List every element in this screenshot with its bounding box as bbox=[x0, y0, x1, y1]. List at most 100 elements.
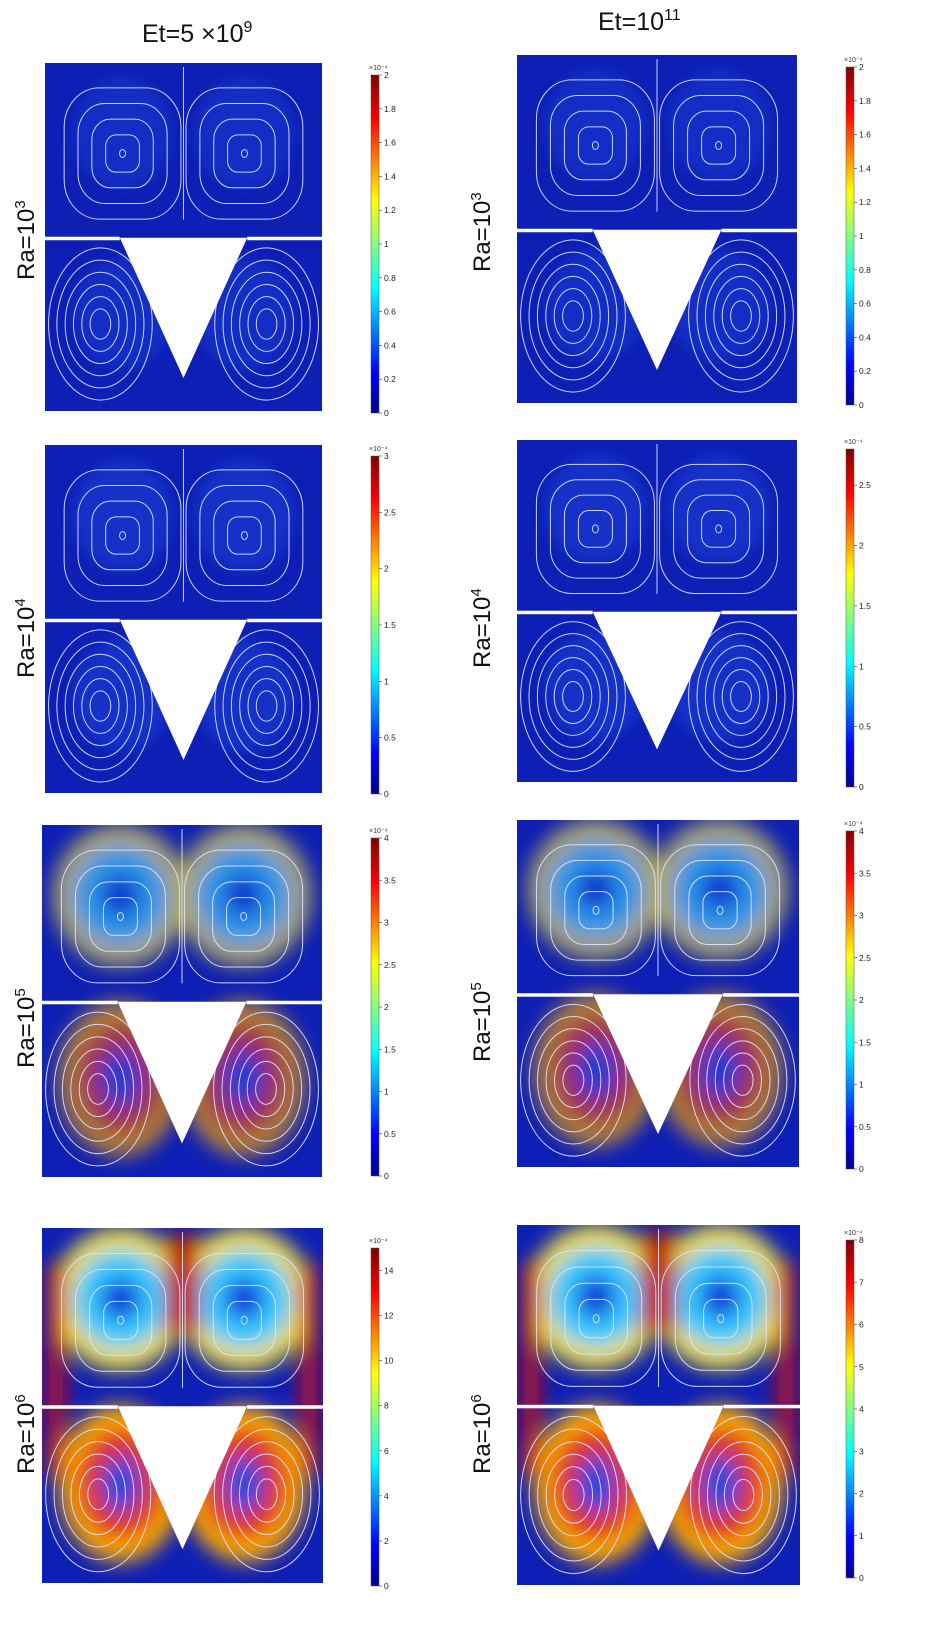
colorbar-tick-label: 8 bbox=[384, 1401, 389, 1411]
streamlines bbox=[45, 1232, 320, 1573]
colorbar-tick-label: 2 bbox=[384, 70, 389, 80]
colorbar-gradient bbox=[370, 455, 380, 795]
right-baffle bbox=[721, 228, 797, 233]
colorbar-tick-label: 2 bbox=[859, 62, 864, 72]
colorbar-tick-label: 3.5 bbox=[859, 868, 871, 878]
colorbar-tick-label: 0 bbox=[859, 1573, 864, 1583]
triangle-obstacle bbox=[119, 237, 248, 378]
colorbar-tick-label: 0 bbox=[384, 789, 389, 799]
streamlines bbox=[520, 1229, 797, 1575]
right-baffle bbox=[247, 618, 322, 623]
right-baffle bbox=[247, 236, 322, 241]
colorbar-r3-c1: ×10⁻⁴ 0 1 2 3 4 5 6 7 8 bbox=[844, 1230, 864, 1583]
colorbar-exponent: ×10⁻⁴ bbox=[369, 65, 388, 72]
colorbar-tick-label: 0.8 bbox=[859, 265, 871, 275]
colorbar-tick-label: 2 bbox=[859, 541, 864, 551]
left-baffle bbox=[517, 610, 593, 615]
colorbar-tick-label: 2 bbox=[384, 1002, 389, 1012]
left-baffle bbox=[45, 618, 120, 623]
colorbar-tick-label: 10 bbox=[384, 1356, 394, 1366]
triangle-obstacle bbox=[593, 1405, 724, 1551]
colorbar-tick-label: 1.5 bbox=[859, 1037, 871, 1047]
left-baffle bbox=[517, 1404, 594, 1409]
panel-r0-c1 bbox=[517, 55, 797, 403]
panel-r2-c1 bbox=[517, 820, 799, 1167]
colorbars-layer: ×10⁻⁴00.20.40.60.811.21.41.61.82×10⁻⁴00.… bbox=[369, 57, 871, 1591]
colorbar-r3-c0: ×10⁻⁴ 0 2 4 6 8 10 12 14 bbox=[369, 1238, 394, 1591]
colorbar-tick-label: 0 bbox=[859, 782, 864, 792]
colorbar-tick-label: 3.5 bbox=[384, 875, 396, 885]
colorbar-gradient bbox=[370, 1247, 380, 1587]
colorbar-gradient bbox=[845, 66, 855, 406]
colorbar-gradient bbox=[370, 837, 380, 1177]
colorbar-tick-label: 2 bbox=[384, 564, 389, 574]
colorbar-tick-label: 0 bbox=[859, 1164, 864, 1174]
colorbar-tick-label: 3 bbox=[384, 918, 389, 928]
colorbar-tick-label: 1.6 bbox=[384, 138, 396, 148]
colorbar-tick-label: 6 bbox=[859, 1320, 864, 1330]
right-baffle bbox=[723, 1404, 800, 1409]
colorbar-gradient bbox=[370, 74, 380, 414]
colorbar-tick-label: 0.2 bbox=[384, 374, 396, 384]
left-baffle bbox=[517, 993, 594, 997]
colorbar-tick-label: 1 bbox=[859, 231, 864, 241]
panel-r0-c0 bbox=[45, 63, 322, 411]
right-baffle bbox=[722, 993, 799, 997]
colorbar-tick-label: 2 bbox=[384, 1536, 389, 1546]
triangle-obstacle bbox=[592, 229, 722, 370]
colorbar-tick-label: 1.4 bbox=[859, 163, 871, 173]
colorbar-tick-label: 1 bbox=[859, 1080, 864, 1090]
triangle-obstacle bbox=[117, 1001, 247, 1144]
column-title-right: Et=1011 bbox=[598, 7, 681, 36]
colorbar-tick-label: 1.2 bbox=[384, 205, 396, 215]
streamlines bbox=[48, 67, 319, 401]
right-baffle bbox=[721, 610, 797, 615]
colorbar-exponent: ×10⁻⁴ bbox=[369, 828, 388, 835]
streamlines bbox=[48, 449, 319, 783]
column-title-left: Et=5 ×109 bbox=[142, 19, 252, 48]
colorbar-tick-label: 4 bbox=[859, 1404, 864, 1414]
colorbar-exponent: ×10⁻⁴ bbox=[844, 821, 863, 828]
colorbar-tick-label: 1.5 bbox=[384, 1044, 396, 1054]
row-label-ra3-left: Ra=103 bbox=[12, 200, 40, 280]
colorbar-tick-label: 2.5 bbox=[859, 953, 871, 963]
colorbar-r0-c1: ×10⁻⁴ 0 0.2 0.4 0.6 0.8 1 1.2 1.4 1.6 1.8 2 bbox=[844, 57, 871, 410]
colorbar-tick-label: 4 bbox=[859, 826, 864, 836]
panel-r2-c0 bbox=[42, 825, 322, 1177]
colorbar-tick-label: 0.4 bbox=[384, 340, 396, 350]
colorbar-tick-label: 1.4 bbox=[384, 171, 396, 181]
colorbar-tick-label: 3 bbox=[859, 1446, 864, 1456]
colorbar-tick-label: 2.5 bbox=[384, 960, 396, 970]
colorbar-r1-c1: ×10⁻⁴ 0 0.5 1 1.5 2 2.5 bbox=[844, 439, 871, 792]
colorbar-tick-label: 4 bbox=[384, 1491, 389, 1501]
colorbar-tick-label: 2.5 bbox=[859, 480, 871, 490]
right-baffle bbox=[246, 1000, 322, 1005]
colorbar-r2-c0: ×10⁻⁴ 0 0.5 1 1.5 2 2.5 3 3.5 4 bbox=[369, 828, 396, 1181]
colorbar-tick-label: 1.2 bbox=[859, 197, 871, 207]
colorbar-tick-label: 7 bbox=[859, 1277, 864, 1287]
colorbar-tick-label: 2 bbox=[859, 995, 864, 1005]
colorbar-tick-label: 0.2 bbox=[859, 366, 871, 376]
colorbar-tick-label: 1.8 bbox=[859, 96, 871, 106]
colorbar-tick-label: 1.5 bbox=[384, 620, 396, 630]
colorbar-tick-label: 4 bbox=[384, 833, 389, 843]
triangle-obstacle bbox=[117, 1406, 248, 1550]
colorbar-tick-label: 1.5 bbox=[859, 601, 871, 611]
colorbar-exponent: ×10⁻⁴ bbox=[844, 57, 863, 64]
panels-layer bbox=[42, 55, 800, 1585]
panel-r3-c0 bbox=[42, 1228, 323, 1583]
colorbar-gradient bbox=[845, 830, 855, 1170]
row-label-ra6-right: Ra=106 bbox=[468, 1394, 496, 1474]
colorbar-tick-label: 2.5 bbox=[384, 507, 396, 517]
panel-r1-c1 bbox=[517, 440, 797, 782]
row-label-ra5-right: Ra=105 bbox=[468, 982, 496, 1062]
streamlines bbox=[520, 824, 796, 1157]
streamlines bbox=[45, 829, 319, 1167]
colorbar-tick-label: 1 bbox=[859, 1531, 864, 1541]
colorbar-tick-label: 1 bbox=[384, 1087, 389, 1097]
streamlines bbox=[520, 59, 794, 393]
colorbar-tick-label: 12 bbox=[384, 1311, 394, 1321]
colorbar-tick-label: 8 bbox=[859, 1235, 864, 1245]
left-baffle bbox=[45, 236, 120, 241]
